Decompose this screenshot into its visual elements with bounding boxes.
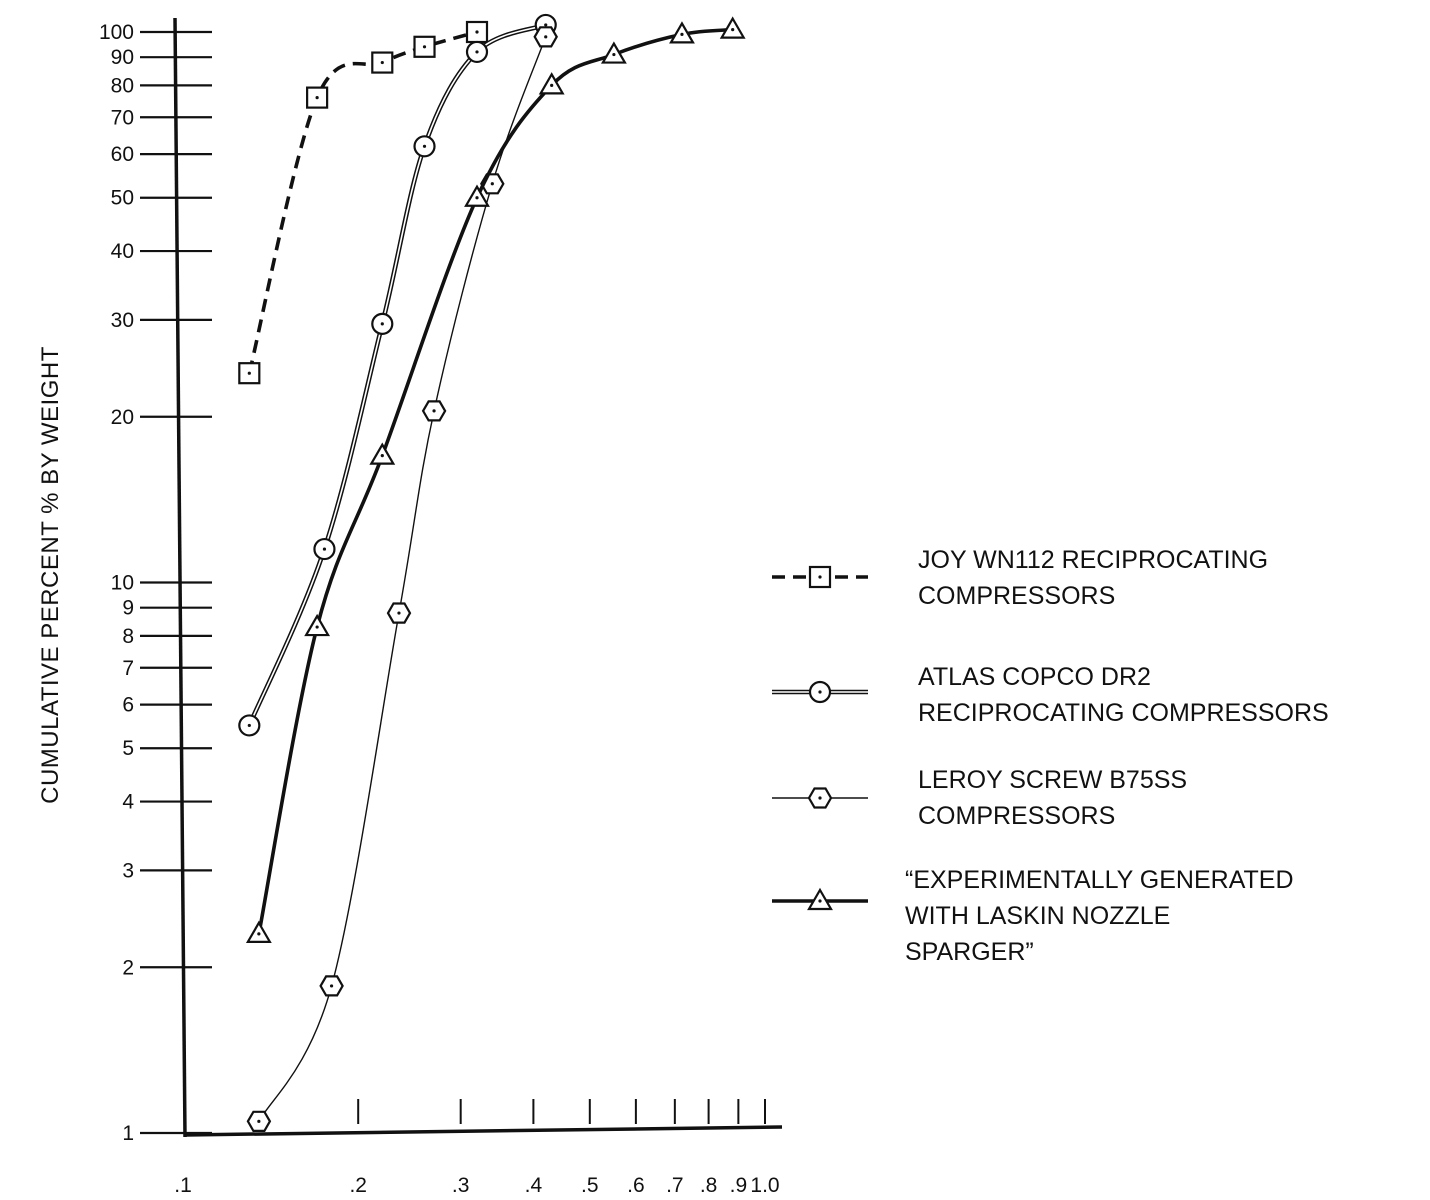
y-tick-label: 7 bbox=[122, 657, 134, 680]
y-tick-label: 10 bbox=[111, 572, 134, 595]
y-tick-label: 5 bbox=[122, 737, 134, 760]
series-joy bbox=[238, 20, 489, 385]
legend-entry-experimental: “EXPERIMENTALLY GENERATED WITH LASKIN NOZ… bbox=[772, 866, 1294, 966]
series-experimental bbox=[245, 16, 746, 943]
y-tick-label: 40 bbox=[111, 240, 134, 263]
legend-entry-joy: JOY WN112 RECIPROCATING COMPRESSORS bbox=[772, 546, 1268, 610]
data-point-leroy bbox=[386, 602, 412, 624]
y-tick-label: 50 bbox=[111, 187, 134, 210]
legend-marker-atlas bbox=[808, 680, 832, 704]
x-tick-label: 1.0 bbox=[750, 1174, 779, 1197]
y-tick-label: 20 bbox=[111, 406, 134, 429]
x-tick-label: .5 bbox=[581, 1174, 599, 1197]
data-point-leroy bbox=[319, 975, 344, 997]
x-tick-label: .7 bbox=[666, 1174, 684, 1197]
data-point-experimental bbox=[304, 613, 331, 637]
x-tick-label: .2 bbox=[349, 1174, 367, 1197]
data-point-atlas bbox=[313, 537, 336, 561]
data-point-experimental bbox=[369, 442, 396, 465]
series-atlas bbox=[238, 13, 557, 737]
x-tick-label: .9 bbox=[730, 1174, 748, 1197]
legend-label: RECIPROCATING COMPRESSORS bbox=[918, 699, 1329, 727]
series-line-joy bbox=[247, 30, 478, 374]
series-line-experimental bbox=[257, 27, 733, 935]
data-point-experimental bbox=[538, 72, 565, 95]
y-tick-label: 70 bbox=[111, 106, 134, 129]
y-axis-line bbox=[173, 17, 187, 1138]
legend-label: WITH LASKIN NOZZLE bbox=[905, 902, 1170, 930]
y-axis-label: CUMULATIVE PERCENT % BY WEIGHT bbox=[37, 346, 64, 804]
legend-entry-leroy: LEROY SCREW B75SS COMPRESSORS bbox=[772, 766, 1187, 830]
x-tick-label: .1 bbox=[174, 1174, 192, 1197]
y-tick-label: 9 bbox=[122, 597, 134, 620]
legend-marker-joy bbox=[808, 565, 832, 589]
data-point-experimental bbox=[719, 16, 746, 39]
y-tick-label: 30 bbox=[111, 309, 134, 332]
legend-label: JOY WN112 RECIPROCATING bbox=[918, 546, 1268, 574]
axes bbox=[173, 17, 783, 1138]
legend-label: “EXPERIMENTALLY GENERATED bbox=[905, 866, 1294, 894]
data-point-joy bbox=[306, 86, 329, 109]
y-tick-label: 1 bbox=[122, 1122, 134, 1145]
x-tick-label: .6 bbox=[627, 1174, 645, 1197]
data-point-atlas bbox=[371, 312, 394, 335]
legend-marker-experimental bbox=[807, 887, 833, 911]
legend-marker-leroy bbox=[807, 787, 833, 809]
y-tick-label: 6 bbox=[122, 694, 134, 717]
legend: JOY WN112 RECIPROCATING COMPRESSORS ATLAS … bbox=[772, 546, 1329, 966]
data-point-joy bbox=[371, 51, 394, 74]
data-point-experimental bbox=[464, 184, 490, 207]
y-tick-label: 8 bbox=[122, 625, 134, 648]
y-tick-label: 100 bbox=[99, 21, 134, 44]
y-tick-label: 80 bbox=[111, 74, 134, 97]
x-axis-line bbox=[184, 1125, 783, 1137]
data-point-atlas bbox=[465, 40, 489, 64]
series-line-leroy bbox=[258, 36, 547, 1122]
series-layer bbox=[238, 13, 746, 1133]
legend-label: ATLAS COPCO DR2 bbox=[918, 663, 1151, 691]
data-point-atlas bbox=[238, 714, 261, 737]
data-point-leroy bbox=[246, 1110, 272, 1133]
data-point-experimental bbox=[669, 21, 695, 44]
legend-label: SPARGER” bbox=[905, 938, 1034, 966]
data-point-joy bbox=[413, 35, 436, 58]
y-tick-label: 4 bbox=[122, 791, 134, 814]
data-point-joy bbox=[238, 362, 261, 385]
data-point-joy bbox=[465, 20, 489, 44]
series-leroy bbox=[246, 26, 558, 1133]
data-point-leroy bbox=[533, 26, 558, 48]
y-tick-label: 2 bbox=[122, 956, 134, 979]
y-tick-label: 90 bbox=[111, 46, 134, 69]
legend-label: LEROY SCREW B75SS bbox=[918, 766, 1187, 794]
x-tick-label: .8 bbox=[700, 1174, 718, 1197]
x-tick-label: .4 bbox=[525, 1174, 543, 1197]
data-point-atlas bbox=[413, 135, 436, 158]
data-point-experimental bbox=[245, 920, 272, 943]
y-tick-label: 3 bbox=[122, 859, 134, 882]
y-tick-label: 60 bbox=[111, 143, 134, 166]
legend-label: COMPRESSORS bbox=[918, 582, 1115, 610]
legend-label: COMPRESSORS bbox=[918, 802, 1115, 830]
legend-entry-atlas: ATLAS COPCO DR2 RECIPROCATING COMPRESSORS bbox=[772, 663, 1329, 727]
data-point-experimental bbox=[600, 41, 627, 64]
x-tick-label: .3 bbox=[452, 1174, 470, 1197]
data-point-leroy bbox=[421, 400, 447, 422]
